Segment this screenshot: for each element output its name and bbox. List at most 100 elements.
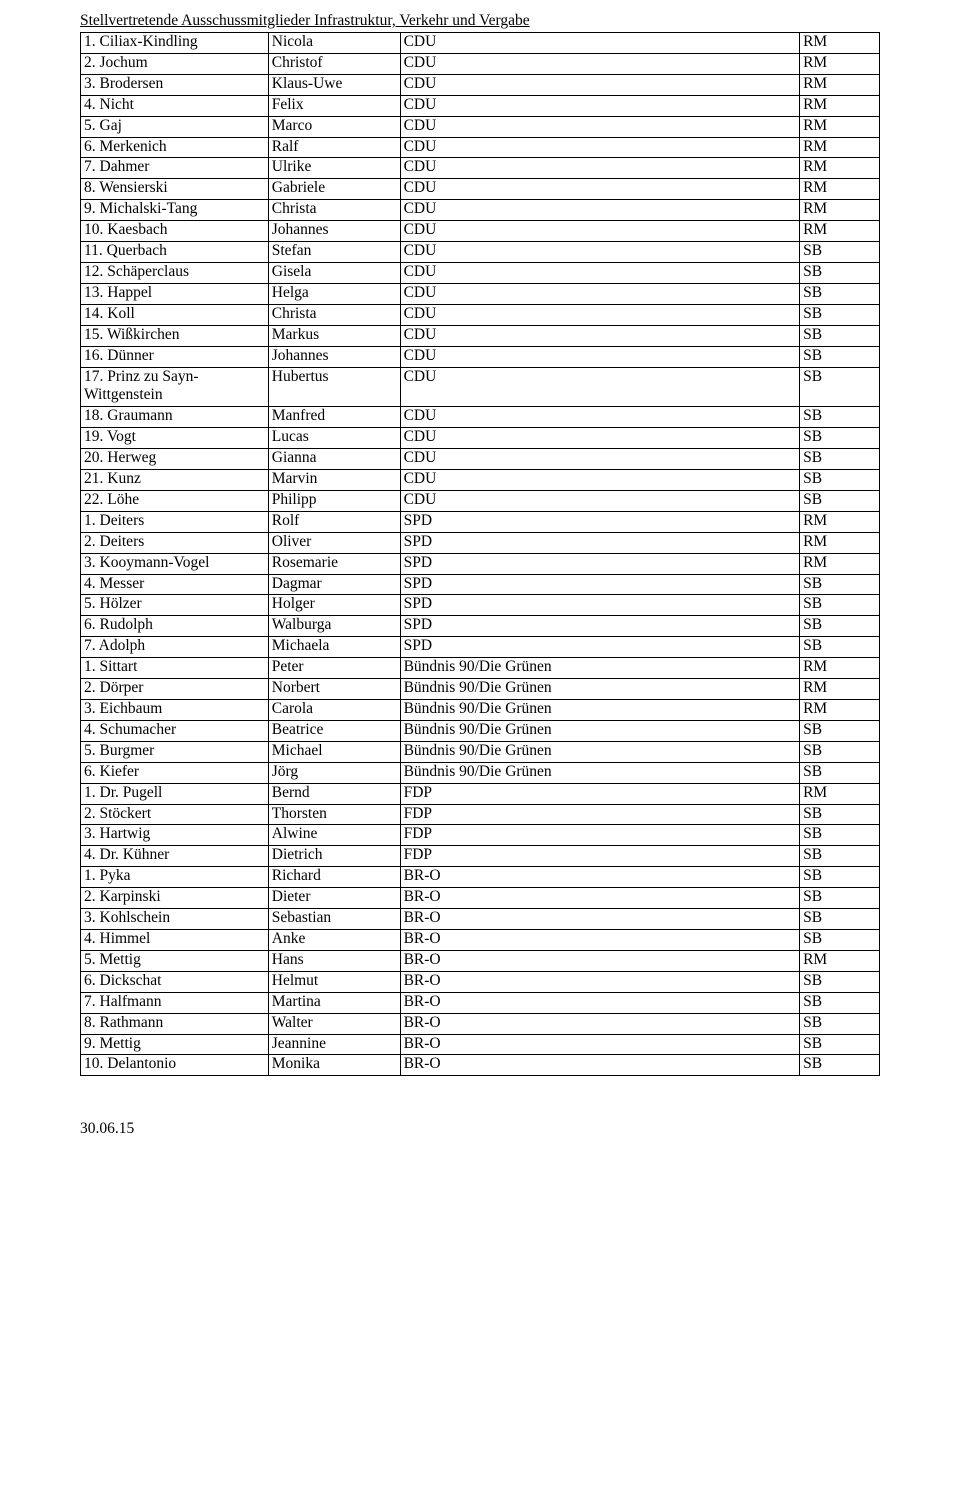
table-row: 15. WißkirchenMarkusCDUSB	[81, 325, 880, 346]
table-cell: 17. Prinz zu Sayn-Wittgenstein	[81, 367, 269, 407]
table-cell: SPD	[400, 616, 800, 637]
table-cell: CDU	[400, 221, 800, 242]
table-cell: SB	[800, 992, 880, 1013]
members-table: 1. Ciliax-KindlingNicolaCDURM2. JochumCh…	[80, 32, 880, 1076]
table-cell: BR-O	[400, 867, 800, 888]
table-cell: SB	[800, 367, 880, 407]
table-cell: 2. Dörper	[81, 679, 269, 700]
table-cell: SB	[800, 762, 880, 783]
table-row: 3. EichbaumCarolaBündnis 90/Die GrünenRM	[81, 700, 880, 721]
table-cell: SB	[800, 470, 880, 491]
table-row: 4. MesserDagmarSPDSB	[81, 574, 880, 595]
table-cell: Stefan	[268, 242, 400, 263]
table-cell: Bündnis 90/Die Grünen	[400, 658, 800, 679]
table-row: 14. KollChristaCDUSB	[81, 304, 880, 325]
table-cell: SB	[800, 909, 880, 930]
table-cell: Gianna	[268, 449, 400, 470]
table-cell: 3. Brodersen	[81, 74, 269, 95]
table-cell: RM	[800, 783, 880, 804]
table-cell: Manfred	[268, 407, 400, 428]
page-title: Stellvertretende Ausschussmitglieder Inf…	[80, 12, 880, 30]
table-cell: SPD	[400, 574, 800, 595]
table-cell: 2. Karpinski	[81, 888, 269, 909]
table-cell: Norbert	[268, 679, 400, 700]
table-cell: SB	[800, 637, 880, 658]
table-cell: BR-O	[400, 1055, 800, 1076]
table-cell: 3. Kohlschein	[81, 909, 269, 930]
table-row: 1. SittartPeterBündnis 90/Die GrünenRM	[81, 658, 880, 679]
table-cell: Sebastian	[268, 909, 400, 930]
table-cell: 4. Nicht	[81, 95, 269, 116]
table-row: 6. MerkenichRalfCDURM	[81, 137, 880, 158]
table-cell: Hubertus	[268, 367, 400, 407]
table-cell: RM	[800, 179, 880, 200]
table-row: 1. DeitersRolfSPDRM	[81, 511, 880, 532]
table-cell: 1. Sittart	[81, 658, 269, 679]
table-cell: 11. Querbach	[81, 242, 269, 263]
table-cell: 19. Vogt	[81, 428, 269, 449]
table-row: 1. PykaRichardBR-OSB	[81, 867, 880, 888]
table-cell: 6. Dickschat	[81, 971, 269, 992]
table-cell: 7. Adolph	[81, 637, 269, 658]
table-cell: 1. Dr. Pugell	[81, 783, 269, 804]
table-cell: Nicola	[268, 33, 400, 54]
table-cell: BR-O	[400, 1013, 800, 1034]
table-cell: Thorsten	[268, 804, 400, 825]
table-cell: 12. Schäperclaus	[81, 262, 269, 283]
table-cell: 5. Hölzer	[81, 595, 269, 616]
table-cell: CDU	[400, 200, 800, 221]
table-cell: Martina	[268, 992, 400, 1013]
table-cell: Beatrice	[268, 720, 400, 741]
table-cell: SB	[800, 595, 880, 616]
table-cell: RM	[800, 221, 880, 242]
table-cell: CDU	[400, 449, 800, 470]
table-cell: Helga	[268, 283, 400, 304]
table-cell: SB	[800, 825, 880, 846]
table-cell: 18. Graumann	[81, 407, 269, 428]
table-cell: Carola	[268, 700, 400, 721]
footer-date: 30.06.15	[80, 1120, 880, 1138]
table-cell: 21. Kunz	[81, 470, 269, 491]
table-row: 4. HimmelAnkeBR-OSB	[81, 929, 880, 950]
table-cell: 4. Schumacher	[81, 720, 269, 741]
table-cell: CDU	[400, 179, 800, 200]
table-cell: 5. Mettig	[81, 950, 269, 971]
table-cell: BR-O	[400, 888, 800, 909]
table-row: 6. RudolphWalburgaSPDSB	[81, 616, 880, 637]
table-row: 3. Kooymann-VogelRosemarieSPDRM	[81, 553, 880, 574]
table-row: 4. SchumacherBeatriceBündnis 90/Die Grün…	[81, 720, 880, 741]
table-cell: 14. Koll	[81, 304, 269, 325]
table-cell: Marco	[268, 116, 400, 137]
table-cell: SB	[800, 846, 880, 867]
table-row: 7. DahmerUlrikeCDURM	[81, 158, 880, 179]
table-row: 13. HappelHelgaCDUSB	[81, 283, 880, 304]
table-cell: FDP	[400, 825, 800, 846]
table-cell: Johannes	[268, 221, 400, 242]
table-cell: SB	[800, 929, 880, 950]
table-cell: 3. Hartwig	[81, 825, 269, 846]
table-cell: SPD	[400, 511, 800, 532]
table-cell: SPD	[400, 637, 800, 658]
table-cell: CDU	[400, 428, 800, 449]
table-cell: Ulrike	[268, 158, 400, 179]
table-cell: SB	[800, 971, 880, 992]
table-cell: CDU	[400, 158, 800, 179]
table-cell: Ralf	[268, 137, 400, 158]
table-cell: SB	[800, 720, 880, 741]
table-row: 5. GajMarcoCDURM	[81, 116, 880, 137]
table-row: 5. MettigHansBR-ORM	[81, 950, 880, 971]
table-row: 20. HerwegGiannaCDUSB	[81, 449, 880, 470]
table-cell: RM	[800, 158, 880, 179]
table-row: 4. NichtFelixCDURM	[81, 95, 880, 116]
table-row: 22. LöhePhilippCDUSB	[81, 490, 880, 511]
table-cell: Bündnis 90/Die Grünen	[400, 679, 800, 700]
table-cell: SB	[800, 428, 880, 449]
table-cell: Rosemarie	[268, 553, 400, 574]
table-cell: CDU	[400, 53, 800, 74]
table-cell: 1. Deiters	[81, 511, 269, 532]
table-row: 7. AdolphMichaelaSPDSB	[81, 637, 880, 658]
table-cell: CDU	[400, 116, 800, 137]
table-cell: 9. Mettig	[81, 1034, 269, 1055]
table-cell: 4. Dr. Kühner	[81, 846, 269, 867]
table-cell: Holger	[268, 595, 400, 616]
